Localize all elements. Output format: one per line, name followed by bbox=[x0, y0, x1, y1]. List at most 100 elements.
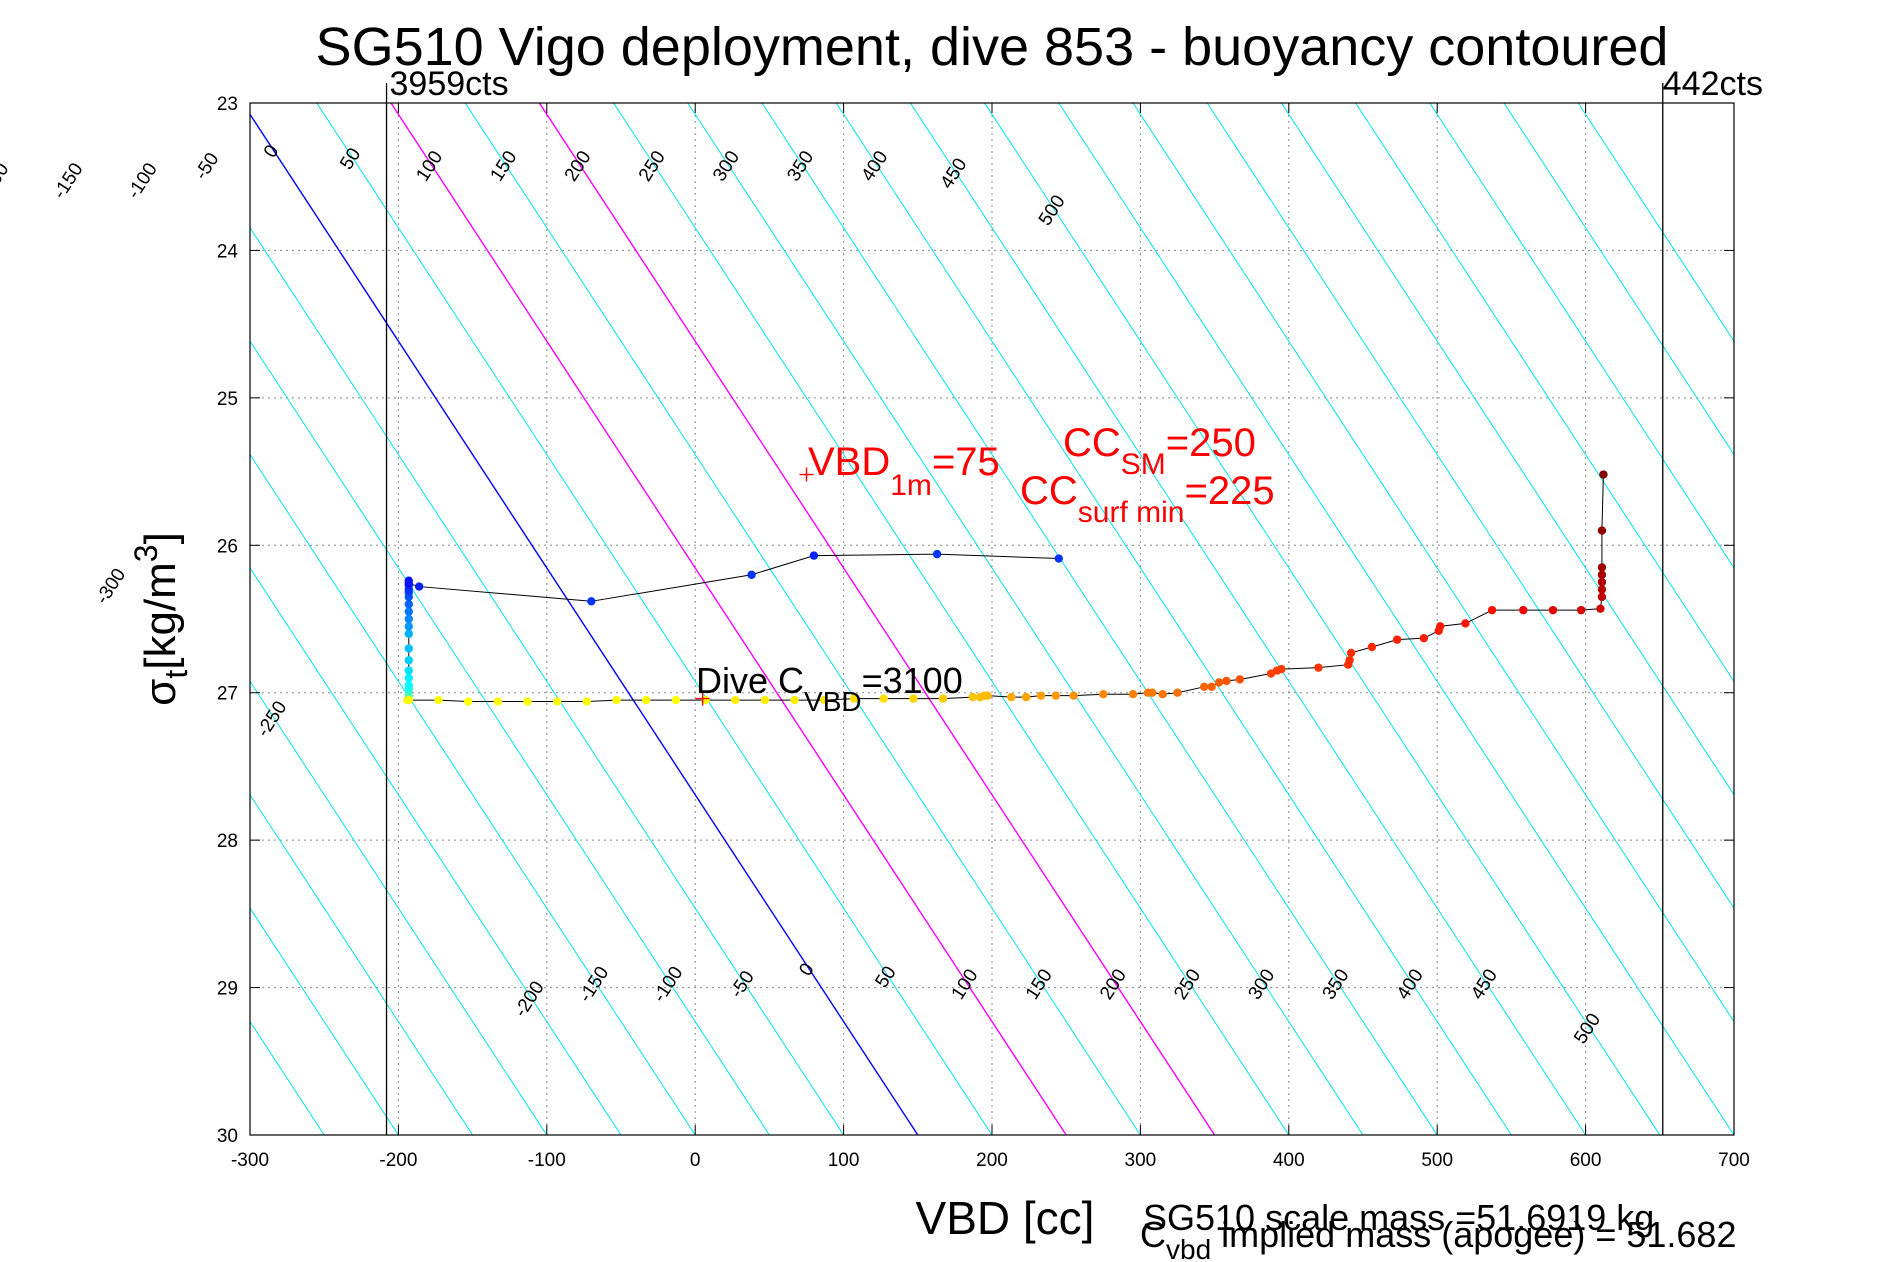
trace-line-2 bbox=[408, 474, 1604, 703]
data-point bbox=[404, 695, 413, 705]
data-point bbox=[1214, 678, 1224, 687]
data-point bbox=[1597, 592, 1607, 602]
data-point bbox=[1597, 577, 1607, 587]
data-point bbox=[404, 614, 413, 624]
y-tick-label: 26 bbox=[217, 536, 238, 557]
data-point bbox=[1158, 689, 1167, 699]
svg-text:CCsurf min=225: CCsurf min=225 bbox=[1020, 469, 1275, 529]
data-point bbox=[404, 681, 413, 690]
data-point bbox=[1007, 692, 1016, 702]
data-point bbox=[642, 695, 651, 705]
data-point bbox=[968, 692, 977, 702]
x-tick-label: 300 bbox=[1125, 1150, 1157, 1171]
limit-label-1: 442cts bbox=[1663, 65, 1763, 103]
data-point bbox=[404, 607, 413, 616]
contour-line-800 bbox=[1429, 103, 1734, 569]
data-point bbox=[404, 656, 413, 665]
contour-line-250 bbox=[612, 103, 1290, 1135]
data-point bbox=[1419, 633, 1429, 643]
contour-line--350 bbox=[250, 907, 399, 1135]
marker-plus-1 bbox=[695, 691, 710, 706]
contour-label-top--200: -200 bbox=[0, 159, 13, 202]
data-point bbox=[552, 697, 562, 706]
data-point bbox=[1435, 622, 1445, 631]
contour-line-100 bbox=[390, 103, 1068, 1135]
contour-line--250 bbox=[250, 680, 548, 1135]
annotation-vbd-1m: VBD1m=75 bbox=[808, 440, 1000, 502]
data-point bbox=[820, 695, 829, 705]
contour-line--650 bbox=[0, 0, 50, 1262]
annotation-cc-surf-min: CCsurf min=225 bbox=[1020, 469, 1275, 529]
y-tick-label: 23 bbox=[217, 94, 238, 115]
data-point bbox=[1200, 682, 1209, 692]
contour-line-200 bbox=[538, 103, 1216, 1135]
data-point bbox=[612, 695, 621, 705]
limit-label-0: 3959cts bbox=[390, 65, 509, 103]
contour-line-300 bbox=[687, 103, 1364, 1135]
data-point bbox=[1021, 692, 1031, 702]
x-tick-label: -100 bbox=[528, 1150, 566, 1171]
data-point bbox=[983, 691, 992, 700]
contour-line-450 bbox=[909, 103, 1587, 1135]
contour-line-350 bbox=[761, 103, 1438, 1135]
y-axis-label-close: ] bbox=[136, 532, 185, 544]
contour-line--300 bbox=[250, 793, 474, 1135]
data-point bbox=[671, 695, 681, 705]
contour-label-top--50: -50 bbox=[191, 149, 224, 183]
data-point bbox=[1173, 688, 1182, 697]
data-point bbox=[909, 694, 918, 703]
data-point bbox=[1346, 648, 1356, 658]
data-point bbox=[1036, 691, 1046, 700]
x-axis-label: VBD [cc] bbox=[916, 1192, 1095, 1244]
x-tick-label: 700 bbox=[1718, 1150, 1750, 1171]
contour-line-850 bbox=[1503, 103, 1734, 456]
data-point bbox=[1392, 635, 1402, 644]
data-point bbox=[849, 694, 859, 703]
contour-line-500 bbox=[983, 103, 1661, 1135]
data-point bbox=[523, 697, 532, 706]
data-point bbox=[493, 697, 503, 706]
contour-label-top--150: -150 bbox=[49, 159, 87, 202]
data-point bbox=[1345, 656, 1354, 665]
chart-title: SG510 Vigo deployment, dive 853 - buoyan… bbox=[316, 17, 1669, 77]
data-point bbox=[1597, 570, 1607, 579]
x-tick-label: 200 bbox=[976, 1150, 1008, 1171]
contour-line-550 bbox=[1058, 103, 1734, 1135]
x-tick-label: 600 bbox=[1570, 1150, 1602, 1171]
data-point bbox=[404, 600, 413, 609]
data-point bbox=[1461, 619, 1470, 628]
markers bbox=[695, 467, 814, 706]
data-point bbox=[1487, 605, 1497, 615]
data-point bbox=[587, 597, 596, 606]
y-axis-label-unit: [kg/m bbox=[136, 562, 185, 670]
data-point bbox=[1207, 682, 1216, 692]
data-point bbox=[760, 695, 770, 705]
data-point bbox=[463, 697, 473, 706]
annotation-cc-sm: CCSM=250 bbox=[1063, 421, 1256, 481]
data-point bbox=[404, 673, 413, 683]
contour-line-400 bbox=[835, 103, 1512, 1135]
data-point bbox=[1314, 663, 1323, 672]
data-point bbox=[790, 695, 799, 705]
contour-line--150 bbox=[250, 453, 696, 1135]
contour-line-0 bbox=[250, 113, 919, 1135]
data-point bbox=[879, 694, 888, 703]
contour-line--400 bbox=[250, 1020, 325, 1135]
data-point bbox=[1519, 605, 1528, 615]
data-point bbox=[938, 694, 948, 703]
y-axis-label-sub: t bbox=[158, 670, 194, 679]
y-tick-label: 27 bbox=[217, 684, 238, 705]
contour-line-650 bbox=[1206, 103, 1734, 910]
data-point bbox=[932, 549, 942, 559]
data-point bbox=[1596, 604, 1605, 613]
x-axis-ticks: -300 -200 -100 0 100 200 300 400 500 600 700 bbox=[231, 103, 1750, 1171]
implied-mass-note: Cvbd implied mass (apogee) = 51.682 bbox=[1140, 1214, 1736, 1262]
contour-label-top--100: -100 bbox=[123, 159, 161, 202]
data-point bbox=[404, 622, 413, 631]
contour-line-700 bbox=[1280, 103, 1734, 796]
data-point bbox=[404, 644, 413, 653]
contour-line--200 bbox=[250, 567, 622, 1135]
contour-line-600 bbox=[1132, 103, 1734, 1023]
data-point bbox=[1051, 691, 1061, 700]
